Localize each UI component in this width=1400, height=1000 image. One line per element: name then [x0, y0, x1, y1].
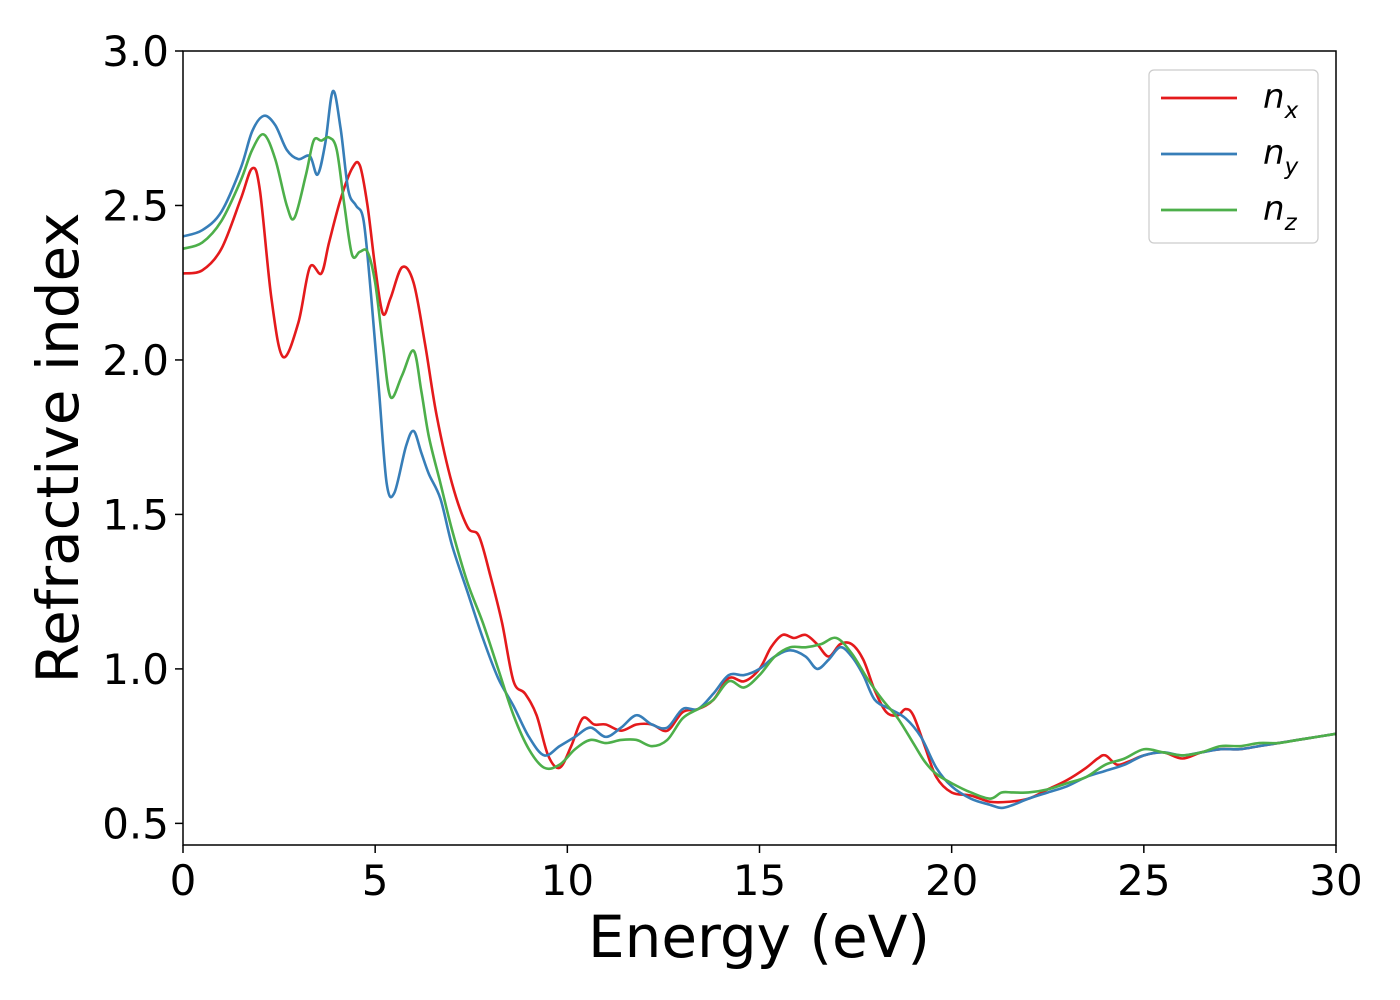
legend-label-n-z: nz — [1263, 189, 1298, 236]
x-axis-title: Energy (eV) — [588, 903, 930, 971]
legend-box — [1148, 69, 1319, 244]
series-line-n-z — [183, 133, 1336, 800]
legend-label-main: n — [1263, 133, 1285, 173]
x-tick-label: 10 — [541, 856, 594, 905]
y-tick-label: 3.0 — [102, 27, 169, 76]
y-axis-title: Refractive index — [24, 212, 92, 683]
legend-label-n-y: ny — [1263, 133, 1299, 180]
x-tick-label: 0 — [170, 856, 197, 905]
x-tick-label: 20 — [925, 856, 978, 905]
legend-label-subscript: z — [1284, 210, 1298, 236]
series-line-n-y — [183, 89, 1336, 810]
x-tick-label: 25 — [1117, 856, 1170, 905]
legend-label-subscript: x — [1284, 98, 1299, 124]
legend-label-subscript: y — [1284, 154, 1299, 180]
legend-label-main: n — [1263, 189, 1285, 229]
series-layer — [183, 89, 1336, 810]
x-tick-label: 15 — [733, 856, 786, 905]
y-tick-label: 1.5 — [102, 490, 169, 539]
y-axis: 0.5 1.0 1.5 2.0 2.5 3.0 — [102, 27, 183, 848]
y-tick-label: 2.0 — [102, 336, 169, 385]
y-tick-label: 0.5 — [102, 799, 169, 848]
x-axis: 0 5 10 15 20 25 30 — [170, 845, 1363, 905]
x-tick-label: 30 — [1309, 856, 1362, 905]
y-tick-label: 1.0 — [102, 645, 169, 694]
legend-label-n-x: nx — [1263, 77, 1299, 124]
legend-label-main: n — [1263, 77, 1285, 117]
y-tick-label: 2.5 — [102, 181, 169, 230]
x-tick-label: 5 — [362, 856, 389, 905]
